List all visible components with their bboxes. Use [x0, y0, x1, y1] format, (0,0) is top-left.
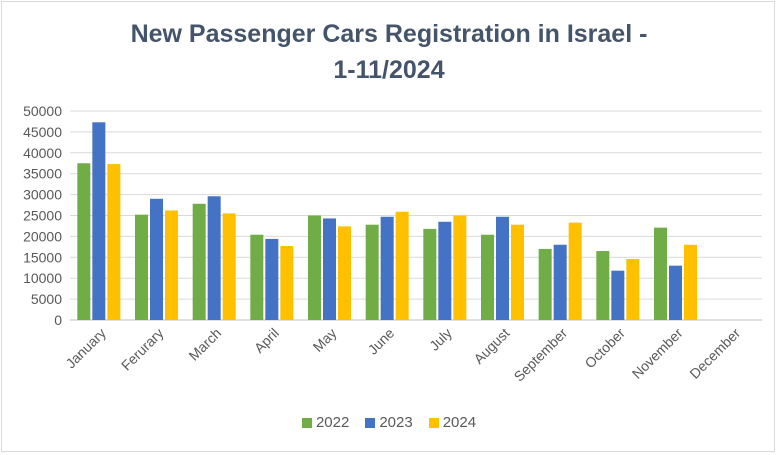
bar-2023-may: [323, 218, 336, 320]
bar-2023-july: [438, 221, 452, 320]
bar-2023-ferurary: [150, 198, 163, 320]
legend-label-2022: 2022: [315, 414, 350, 431]
bar-2022-may: [308, 215, 321, 320]
x-tick-label: January: [62, 325, 109, 372]
y-tick-label: 30000: [23, 187, 62, 203]
x-tick-label: December: [686, 325, 743, 382]
y-tick-label: 10000: [23, 270, 62, 286]
bar-2024-january: [107, 164, 121, 320]
y-tick-label: 0: [54, 312, 62, 328]
bar-2024-october: [626, 258, 640, 320]
chart-legend: 2022 2023 2024: [0, 414, 778, 431]
x-tick-label: September: [511, 325, 571, 385]
y-tick-label: 50000: [23, 103, 62, 119]
y-tick-label: 5000: [31, 291, 62, 307]
legend-item-2024: 2024: [428, 414, 477, 431]
bar-2024-march: [222, 213, 236, 320]
x-tick-label: March: [185, 325, 224, 364]
bar-2023-august: [496, 216, 509, 320]
chart-title: New Passenger Cars Registration in Israe…: [0, 16, 778, 88]
bar-2024-may: [338, 226, 351, 320]
x-tick-label: April: [251, 325, 282, 356]
bar-2023-april: [265, 238, 279, 320]
bar-2022-january: [77, 163, 91, 320]
bar-2024-july: [453, 215, 467, 320]
legend-item-2022: 2022: [301, 414, 350, 431]
bar-2023-september: [553, 244, 567, 320]
bar-2024-june: [395, 211, 409, 320]
x-tick-label: June: [365, 325, 398, 358]
bar-2022-october: [596, 251, 610, 320]
y-tick-label: 45000: [23, 124, 62, 140]
chart-title-line1: New Passenger Cars Registration in Israe…: [130, 20, 648, 48]
legend-label-2024: 2024: [442, 414, 477, 431]
bar-2023-june: [380, 216, 394, 320]
bar-2023-january: [92, 122, 106, 320]
x-tick-label: July: [426, 325, 455, 354]
x-tick-label: November: [629, 325, 686, 382]
bar-2022-august: [481, 234, 494, 320]
x-tick-label: August: [470, 325, 512, 367]
y-tick-label: 15000: [23, 249, 62, 265]
legend-swatch-2023: [365, 417, 376, 428]
y-tick-label: 35000: [23, 166, 62, 182]
bar-2022-june: [365, 224, 379, 320]
bar-2023-november: [669, 265, 682, 320]
legend-swatch-2024: [428, 417, 439, 428]
bar-2022-september: [538, 248, 552, 320]
bar-2022-april: [250, 234, 264, 320]
bar-2024-november: [684, 244, 697, 320]
legend-swatch-2022: [301, 417, 312, 428]
bar-2022-november: [654, 227, 667, 320]
y-tick-label: 25000: [23, 208, 62, 224]
x-tick-label: May: [310, 325, 340, 355]
x-tick-label: Ferurary: [118, 325, 167, 374]
bar-2023-march: [207, 196, 221, 320]
bar-2024-august: [511, 224, 524, 320]
bar-2022-march: [192, 203, 206, 320]
bar-2022-july: [423, 228, 437, 320]
y-tick-label: 20000: [23, 228, 62, 244]
bar-2023-october: [611, 270, 625, 320]
bar-2024-april: [280, 246, 294, 320]
chart-title-line2: 1-11/2024: [333, 56, 445, 84]
legend-item-2023: 2023: [365, 414, 413, 431]
bar-2022-ferurary: [135, 214, 148, 320]
bar-2024-september: [568, 222, 582, 320]
legend-label-2023: 2023: [379, 414, 413, 431]
bar-2024-ferurary: [165, 210, 178, 320]
y-tick-label: 40000: [23, 145, 62, 161]
x-tick-label: October: [581, 325, 628, 372]
